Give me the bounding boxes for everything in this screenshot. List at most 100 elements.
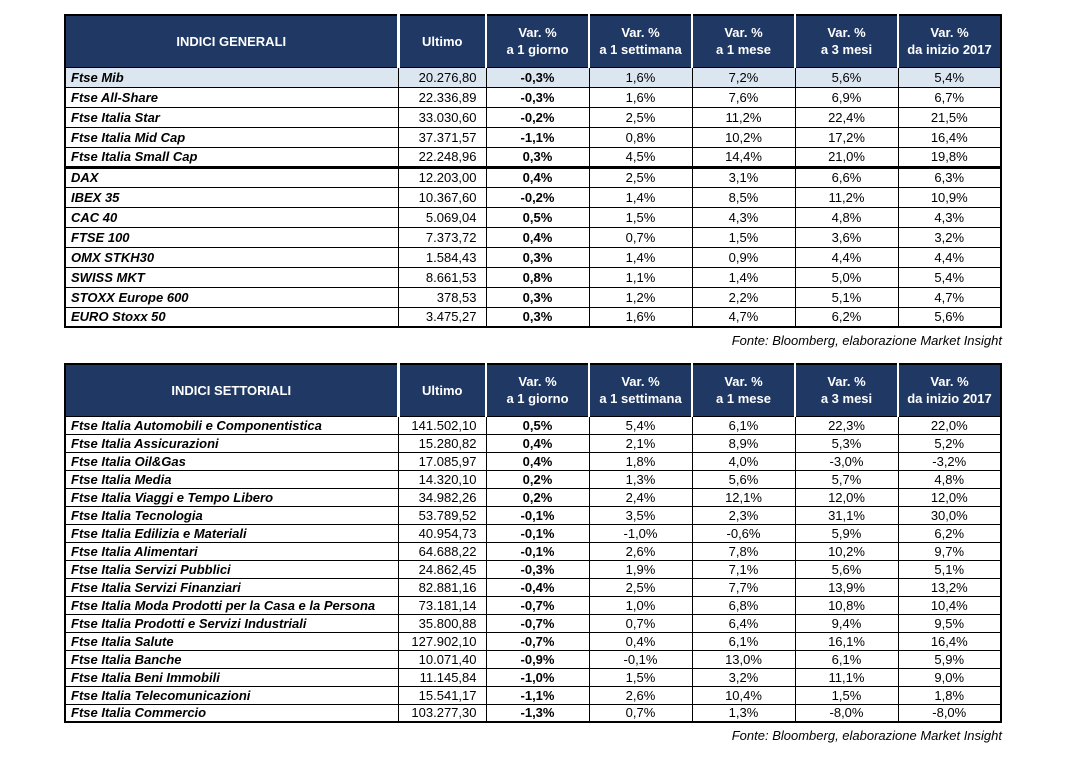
row-label: Ftse Italia Salute bbox=[64, 631, 399, 651]
table-row: Ftse Italia Oil&Gas 17.085,97 0,4% 1,8% 4,0%… bbox=[64, 451, 1002, 471]
value-pct: 5,6% bbox=[691, 469, 796, 489]
column-header: Var. % a 1 settimana bbox=[589, 15, 693, 68]
row-label: Ftse Italia Telecomunicazioni bbox=[64, 685, 399, 705]
indici-generali-section: INDICI GENERALI Ultimo Var. % a 1 giorno Var… bbox=[64, 14, 1067, 349]
header-row: INDICI SETTORIALI Ultimo Var. % a 1 giorno V… bbox=[65, 364, 1001, 417]
value-pct: 13,9% bbox=[794, 577, 899, 597]
value-pct: 2,5% bbox=[588, 106, 693, 128]
value-ultimo: 15.541,17 bbox=[397, 685, 487, 705]
value-pct: 5,1% bbox=[897, 559, 1002, 579]
value-ultimo: 1.584,43 bbox=[397, 246, 487, 268]
row-label: FTSE 100 bbox=[64, 226, 399, 248]
value-pct: 12,0% bbox=[897, 487, 1002, 507]
table-row: Ftse Italia Star 33.030,60 -0,2% 2,5% 11,2% 2… bbox=[64, 106, 1002, 128]
row-label: Ftse Italia Tecnologia bbox=[64, 505, 399, 525]
value-pct: 0,9% bbox=[691, 246, 796, 268]
value-pct: 1,9% bbox=[588, 559, 693, 579]
value-pct: 6,1% bbox=[691, 415, 796, 435]
value-pct: 10,4% bbox=[897, 595, 1002, 615]
value-pct: 22,3% bbox=[794, 415, 899, 435]
value-pct: -0,7% bbox=[485, 595, 590, 615]
value-pct: 6,1% bbox=[794, 649, 899, 669]
value-pct: 0,4% bbox=[485, 165, 590, 188]
value-pct: 31,1% bbox=[794, 505, 899, 525]
value-ultimo: 73.181,14 bbox=[397, 595, 487, 615]
value-pct: 0,7% bbox=[588, 226, 693, 248]
value-pct: 0,3% bbox=[485, 286, 590, 308]
value-pct: 3,1% bbox=[691, 165, 796, 188]
value-pct: 4,8% bbox=[897, 469, 1002, 489]
value-ultimo: 22.248,96 bbox=[397, 146, 487, 168]
table-row: Ftse Italia Banche 10.071,40 -0,9% -0,1% 13,… bbox=[64, 649, 1002, 669]
row-label: Ftse Italia Servizi Pubblici bbox=[64, 559, 399, 579]
value-pct: -0,4% bbox=[485, 577, 590, 597]
value-pct: 6,6% bbox=[794, 165, 899, 188]
value-pct: 1,5% bbox=[588, 206, 693, 228]
column-header: Var. % a 3 mesi bbox=[795, 15, 899, 68]
value-pct: 0,3% bbox=[485, 146, 590, 168]
value-pct: 2,2% bbox=[691, 286, 796, 308]
value-pct: -3,0% bbox=[794, 451, 899, 471]
value-pct: 22,0% bbox=[897, 415, 1002, 435]
value-pct: 5,6% bbox=[794, 559, 899, 579]
table-row: Ftse Italia Beni Immobili 11.145,84 -1,0% 1… bbox=[64, 667, 1002, 687]
value-pct: 5,7% bbox=[794, 469, 899, 489]
value-pct: 2,4% bbox=[588, 487, 693, 507]
table-row: Ftse Italia Moda Prodotti per la Casa e … bbox=[64, 595, 1002, 615]
value-pct: 7,8% bbox=[691, 541, 796, 561]
row-label: Ftse Italia Beni Immobili bbox=[64, 667, 399, 687]
table-row: CAC 40 5.069,04 0,5% 1,5% 4,3% 4,8% 4,3% bbox=[64, 206, 1002, 228]
row-label: Ftse Italia Edilizia e Materiali bbox=[64, 523, 399, 543]
value-ultimo: 10.367,60 bbox=[397, 186, 487, 208]
value-ultimo: 7.373,72 bbox=[397, 226, 487, 248]
value-pct: -0,1% bbox=[485, 523, 590, 543]
value-pct: 2,3% bbox=[691, 505, 796, 525]
value-pct: -0,7% bbox=[485, 631, 590, 651]
value-pct: -0,3% bbox=[485, 66, 590, 88]
value-pct: 8,5% bbox=[691, 186, 796, 208]
value-pct: 1,3% bbox=[588, 469, 693, 489]
value-ultimo: 82.881,16 bbox=[397, 577, 487, 597]
indici-settoriali-section: INDICI SETTORIALI Ultimo Var. % a 1 giorno V… bbox=[64, 363, 1067, 744]
value-ultimo: 20.276,80 bbox=[397, 66, 487, 88]
table-row: DAX 12.203,00 0,4% 2,5% 3,1% 6,6% 6,3% bbox=[64, 165, 1002, 188]
value-pct: 5,4% bbox=[897, 266, 1002, 288]
value-pct: -3,2% bbox=[897, 451, 1002, 471]
value-pct: 6,1% bbox=[691, 631, 796, 651]
value-pct: -0,1% bbox=[485, 505, 590, 525]
value-pct: 10,8% bbox=[794, 595, 899, 615]
value-ultimo: 3.475,27 bbox=[397, 306, 487, 328]
value-pct: 4,0% bbox=[691, 451, 796, 471]
column-header: Var. % da inizio 2017 bbox=[898, 15, 1001, 68]
value-pct: 1,8% bbox=[588, 451, 693, 471]
row-label: Ftse Italia Small Cap bbox=[64, 146, 399, 168]
value-pct: 1,0% bbox=[588, 595, 693, 615]
column-header: Ultimo bbox=[396, 364, 487, 417]
value-pct: 3,2% bbox=[897, 226, 1002, 248]
column-header: Var. % a 1 mese bbox=[692, 364, 796, 417]
row-label: DAX bbox=[64, 165, 399, 188]
value-pct: 0,4% bbox=[485, 433, 590, 453]
table-row: OMX STKH30 1.584,43 0,3% 1,4% 0,9% 4,4% 4,4% bbox=[64, 246, 1002, 268]
value-ultimo: 11.145,84 bbox=[397, 667, 487, 687]
row-label: IBEX 35 bbox=[64, 186, 399, 208]
row-label: Ftse Italia Viaggi e Tempo Libero bbox=[64, 487, 399, 507]
table-row: Ftse Italia Mid Cap 37.371,57 -1,1% 0,8% 10,… bbox=[64, 126, 1002, 148]
value-ultimo: 10.071,40 bbox=[397, 649, 487, 669]
value-pct: 5,3% bbox=[794, 433, 899, 453]
column-header: Var. % a 1 giorno bbox=[486, 364, 590, 417]
value-ultimo: 8.661,53 bbox=[397, 266, 487, 288]
value-pct: 0,3% bbox=[485, 306, 590, 328]
row-label: SWISS MKT bbox=[64, 266, 399, 288]
value-pct: 6,8% bbox=[691, 595, 796, 615]
value-pct: 0,4% bbox=[485, 226, 590, 248]
row-label: Ftse Italia Banche bbox=[64, 649, 399, 669]
value-pct: -1,3% bbox=[485, 703, 590, 723]
value-ultimo: 64.688,22 bbox=[397, 541, 487, 561]
value-pct: 10,9% bbox=[897, 186, 1002, 208]
value-pct: 0,2% bbox=[485, 487, 590, 507]
value-pct: -0,3% bbox=[485, 559, 590, 579]
value-pct: 8,9% bbox=[691, 433, 796, 453]
column-header: Var. % a 1 settimana bbox=[589, 364, 693, 417]
value-pct: 0,8% bbox=[485, 266, 590, 288]
